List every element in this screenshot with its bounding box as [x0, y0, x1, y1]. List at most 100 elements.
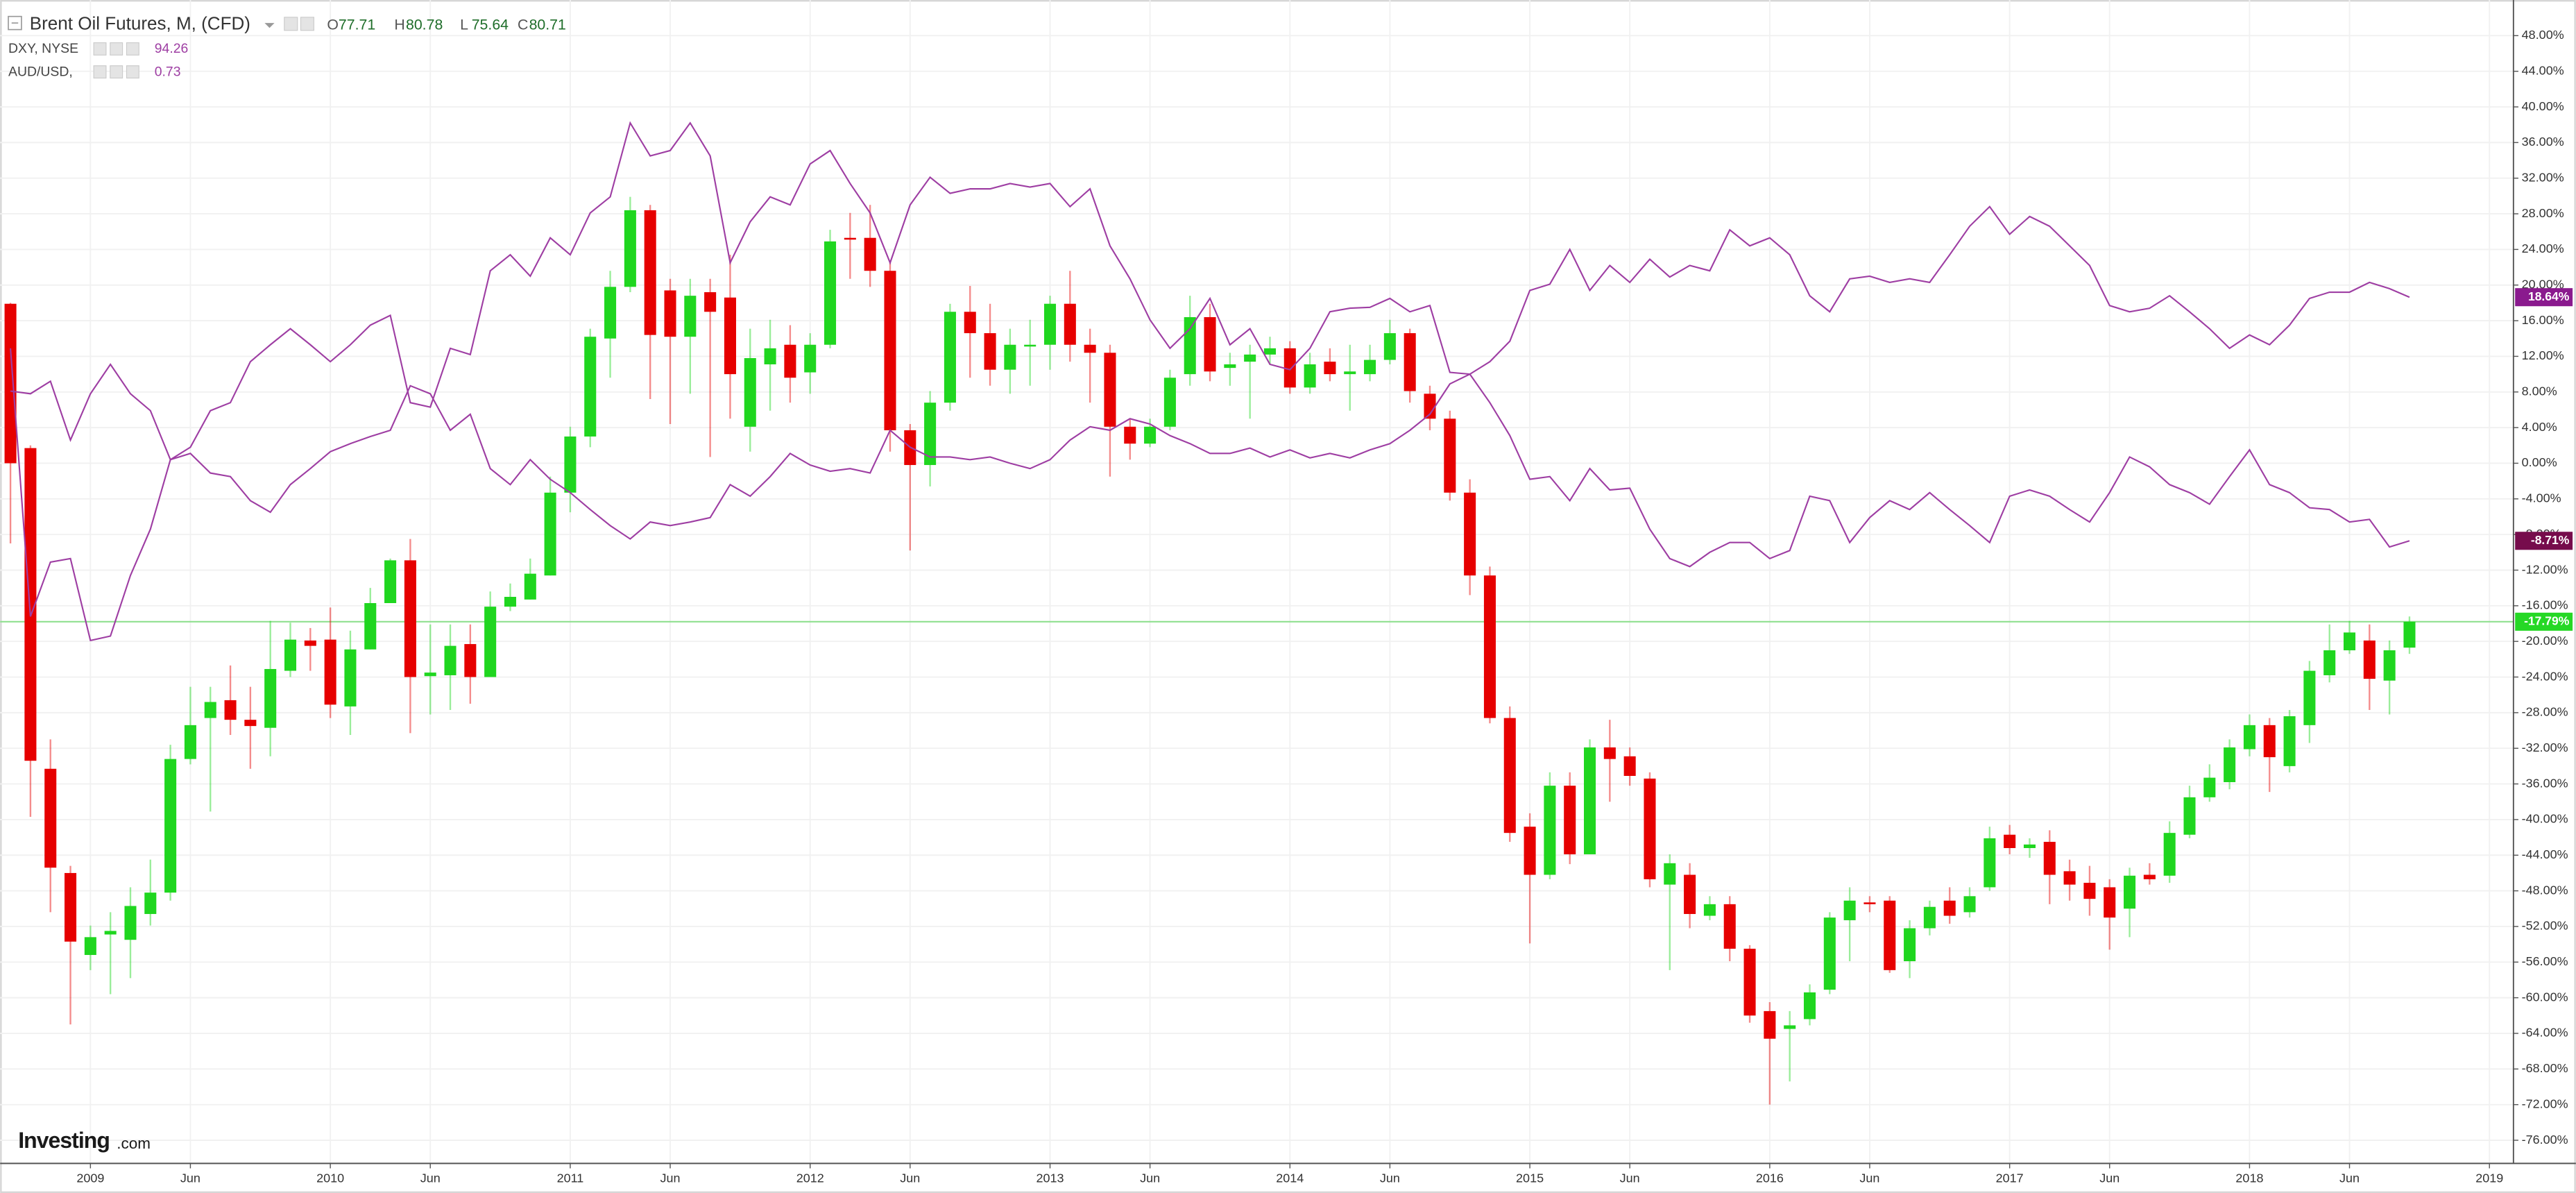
candle-body	[244, 720, 257, 727]
overlay-line	[10, 205, 2410, 540]
candle-body	[2403, 621, 2416, 648]
settings-icon[interactable]	[284, 17, 298, 31]
y-tick-label: -36.00%	[2522, 776, 2568, 790]
y-tick-label: 20.00%	[2522, 278, 2564, 291]
candle-body	[1204, 316, 1216, 372]
x-tick-label: 2017	[1996, 1171, 2024, 1185]
x-tick-label: Jun	[1140, 1171, 1160, 1185]
y-tick-label: -60.00%	[2522, 990, 2568, 1004]
candle-body	[864, 237, 876, 271]
candle-body	[104, 931, 117, 935]
candle-body	[2203, 777, 2216, 797]
candle-body	[844, 237, 856, 240]
candle-body	[1004, 344, 1016, 370]
candle-body	[1244, 354, 1256, 362]
candle-body	[744, 358, 756, 427]
watermark-suffix: .com	[117, 1135, 151, 1152]
candle-body	[1963, 896, 1976, 913]
candle-body	[1524, 827, 1536, 875]
candle-body	[1623, 756, 1636, 777]
candle-body	[1603, 747, 1616, 759]
y-tick-label: 36.00%	[2522, 135, 2564, 149]
collapse-icon[interactable]	[8, 15, 22, 31]
candle-body	[724, 297, 736, 375]
x-tick-label: Jun	[420, 1171, 441, 1185]
candle-body	[324, 639, 336, 705]
candle-body	[1943, 900, 1956, 916]
candle-body	[404, 560, 416, 677]
candle-body	[1863, 902, 1876, 904]
ohlc-letter: O	[327, 16, 339, 33]
candle-body	[524, 573, 536, 600]
settings-icon[interactable]	[300, 17, 315, 31]
candle-body	[2043, 842, 2056, 875]
y-tick-label: -64.00%	[2522, 1026, 2568, 1040]
overlay-line	[10, 121, 2410, 642]
candle-body	[924, 403, 937, 466]
grid	[0, 0, 2514, 1164]
legend-icon[interactable]	[110, 65, 123, 79]
candle-body	[764, 348, 776, 364]
candle-body	[1564, 786, 1576, 854]
candle-body	[2143, 874, 2156, 879]
x-tick-label: 2010	[316, 1171, 344, 1185]
candle-body	[364, 602, 377, 650]
candle-body	[304, 640, 316, 646]
ohlc-value: 77.71	[339, 16, 375, 33]
candle-body	[484, 607, 497, 677]
candle-body	[824, 241, 837, 345]
y-tick-label: -68.00%	[2522, 1061, 2568, 1075]
candle-body	[584, 337, 597, 437]
candle-body	[1644, 778, 1656, 879]
legend-icon[interactable]	[93, 65, 107, 79]
candle-body	[1043, 303, 1057, 345]
x-tick-label: 2015	[1516, 1171, 1544, 1185]
legend-icon[interactable]	[110, 42, 123, 56]
y-tick-label: 4.00%	[2522, 420, 2557, 434]
candle-body	[2323, 650, 2336, 675]
end-label: -8.71%	[2531, 533, 2570, 547]
y-tick-label: -48.00%	[2522, 883, 2568, 897]
candle-body	[204, 702, 216, 718]
candle-body	[384, 560, 397, 603]
candle-body	[424, 672, 436, 677]
candle-body	[1584, 747, 1596, 854]
legend-name: AUD/USD,	[8, 64, 73, 79]
x-tick-label: 2012	[796, 1171, 824, 1185]
candle-body	[1544, 786, 1556, 875]
candle-body	[1163, 378, 1176, 427]
candle-body	[604, 287, 617, 339]
x-tick-label: 2013	[1036, 1171, 1064, 1185]
ohlc-value: 80.78	[406, 16, 443, 33]
legend-icon[interactable]	[126, 65, 139, 79]
candle-body	[2363, 640, 2375, 679]
candle-body	[1764, 1010, 1776, 1039]
candle-body	[2023, 844, 2036, 848]
legend-icon[interactable]	[126, 42, 139, 56]
end-label: 18.64%	[2528, 289, 2570, 303]
candle-body	[2224, 747, 2236, 782]
candle-body	[1503, 718, 1516, 834]
candle-body	[1364, 359, 1376, 375]
candle-body	[1024, 344, 1037, 347]
candle-body	[1304, 364, 1316, 388]
candle-body	[2163, 833, 2176, 876]
candle-body	[1984, 838, 1996, 888]
y-tick-label: -4.00%	[2522, 491, 2561, 505]
candle-body	[1823, 917, 1836, 990]
candle-body	[2303, 670, 2316, 725]
y-tick-label: 40.00%	[2522, 99, 2564, 113]
y-tick-label: 16.00%	[2522, 313, 2564, 327]
ohlc-value: 75.64	[472, 16, 509, 33]
ohlc-letter: C	[518, 16, 528, 33]
candle-body	[624, 210, 636, 287]
candle-body	[2063, 871, 2076, 885]
candle-body	[284, 639, 297, 671]
menu-arrow[interactable]	[264, 23, 275, 28]
candle-body	[2344, 632, 2356, 651]
legend-icon[interactable]	[93, 42, 107, 56]
candle-body	[1684, 874, 1696, 914]
candle-body	[1743, 949, 1756, 1016]
candle-body	[4, 303, 17, 464]
